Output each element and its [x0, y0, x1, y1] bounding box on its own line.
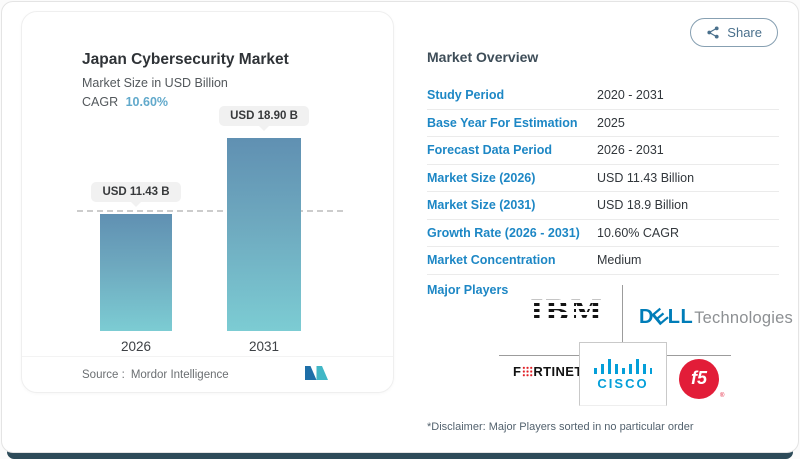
- row-value: 2020 - 2031: [597, 88, 664, 103]
- f5-registered-mark: ®: [720, 392, 725, 399]
- mordor-intelligence-logo: [303, 364, 330, 385]
- axis-label-2031: 2031: [248, 339, 280, 354]
- axis-label-2026: 2026: [120, 339, 152, 354]
- overview-table: Study Period 2020 - 2031 Base Year For E…: [427, 82, 779, 275]
- row-label: Study Period: [427, 88, 505, 103]
- chart-card: Japan Cybersecurity Market Market Size i…: [21, 11, 394, 393]
- bar-2031: [227, 138, 301, 331]
- fortinet-logo: F RTINET.: [513, 363, 586, 379]
- cisco-logo: CISCO: [597, 375, 649, 391]
- bar-group-2026: USD 11.43 B 2026: [91, 182, 181, 354]
- cisco-bridge-icon: [594, 358, 652, 374]
- table-row: Base Year For Estimation 2025: [427, 110, 779, 137]
- bar-value-label-2031: USD 18.90 B: [219, 106, 309, 127]
- chart-subtitle: Market Size in USD Billion: [82, 76, 228, 90]
- source-value: Mordor Intelligence: [130, 368, 229, 381]
- logo-grid-horizontal-divider-right: [667, 354, 731, 356]
- ibm-logo: IBM: [530, 296, 604, 326]
- bar-chart: USD 11.43 B 2026 USD 18.90 B 2031: [22, 12, 393, 392]
- market-overview-section: Market Overview Study Period 2020 - 2031…: [427, 49, 793, 433]
- share-label: Share: [727, 25, 762, 40]
- table-row: Growth Rate (2026 - 2031) 10.60% CAGR: [427, 220, 779, 247]
- row-label: Growth Rate (2026 - 2031): [427, 225, 580, 240]
- logo-grid-horizontal-divider-left: [499, 354, 579, 356]
- market-overview-title: Market Overview: [427, 49, 539, 65]
- dashed-baseline: [77, 210, 343, 213]
- chart-title: Japan Cybersecurity Market: [82, 51, 289, 68]
- bar-2026: [100, 214, 172, 331]
- row-value: USD 18.9 Billion: [597, 198, 689, 213]
- f5-logo: f5: [679, 358, 719, 399]
- dell-technologies-logo: DELL Technologies: [639, 303, 793, 330]
- ibm-stripes: [530, 296, 604, 326]
- logo-grid-vertical-divider: [622, 284, 623, 342]
- source-row: Source : Mordor Intelligence: [22, 356, 393, 392]
- bottom-accent-bar: [7, 449, 793, 459]
- bar-value-label-2026: USD 11.43 B: [91, 182, 181, 203]
- cagr-line: CAGR 10.60%: [82, 95, 168, 109]
- row-value: 2026 - 2031: [597, 143, 664, 158]
- row-label: Market Size (2026): [427, 170, 536, 185]
- fortinet-grid-icon: [521, 365, 533, 377]
- row-label: Forecast Data Period: [427, 143, 553, 158]
- row-label: Market Size (2031): [427, 198, 536, 213]
- table-row: Market Size (2031) USD 18.9 Billion: [427, 192, 779, 220]
- cisco-logo-box: CISCO: [579, 341, 667, 406]
- row-value: USD 11.43 Billion: [597, 170, 695, 185]
- row-value: 2025: [597, 115, 625, 130]
- disclaimer-text: *Disclaimer: Major Players sorted in no …: [427, 420, 694, 433]
- major-players-label: Major Players: [427, 282, 509, 297]
- cagr-value: 10.60%: [125, 95, 169, 109]
- share-button[interactable]: Share: [690, 18, 778, 47]
- major-players-row: Major Players IBM DELL Technologies FRTI…: [427, 275, 793, 409]
- table-row: Market Size (2026) USD 11.43 Billion: [427, 165, 779, 192]
- row-label: Market Concentration: [427, 253, 556, 268]
- share-icon: [706, 25, 720, 40]
- row-label: Base Year For Estimation: [427, 115, 578, 130]
- table-row: Market Concentration Medium: [427, 247, 779, 275]
- table-row: Study Period 2020 - 2031: [427, 82, 779, 110]
- row-value: Medium: [597, 253, 642, 268]
- bar-group-2031: USD 18.90 B 2031: [219, 106, 309, 354]
- table-row: Forecast Data Period 2026 - 2031: [427, 137, 779, 165]
- source-label: Source :: [82, 368, 125, 381]
- cagr-label: CAGR: [82, 95, 119, 109]
- row-value: 10.60% CAGR: [597, 225, 679, 240]
